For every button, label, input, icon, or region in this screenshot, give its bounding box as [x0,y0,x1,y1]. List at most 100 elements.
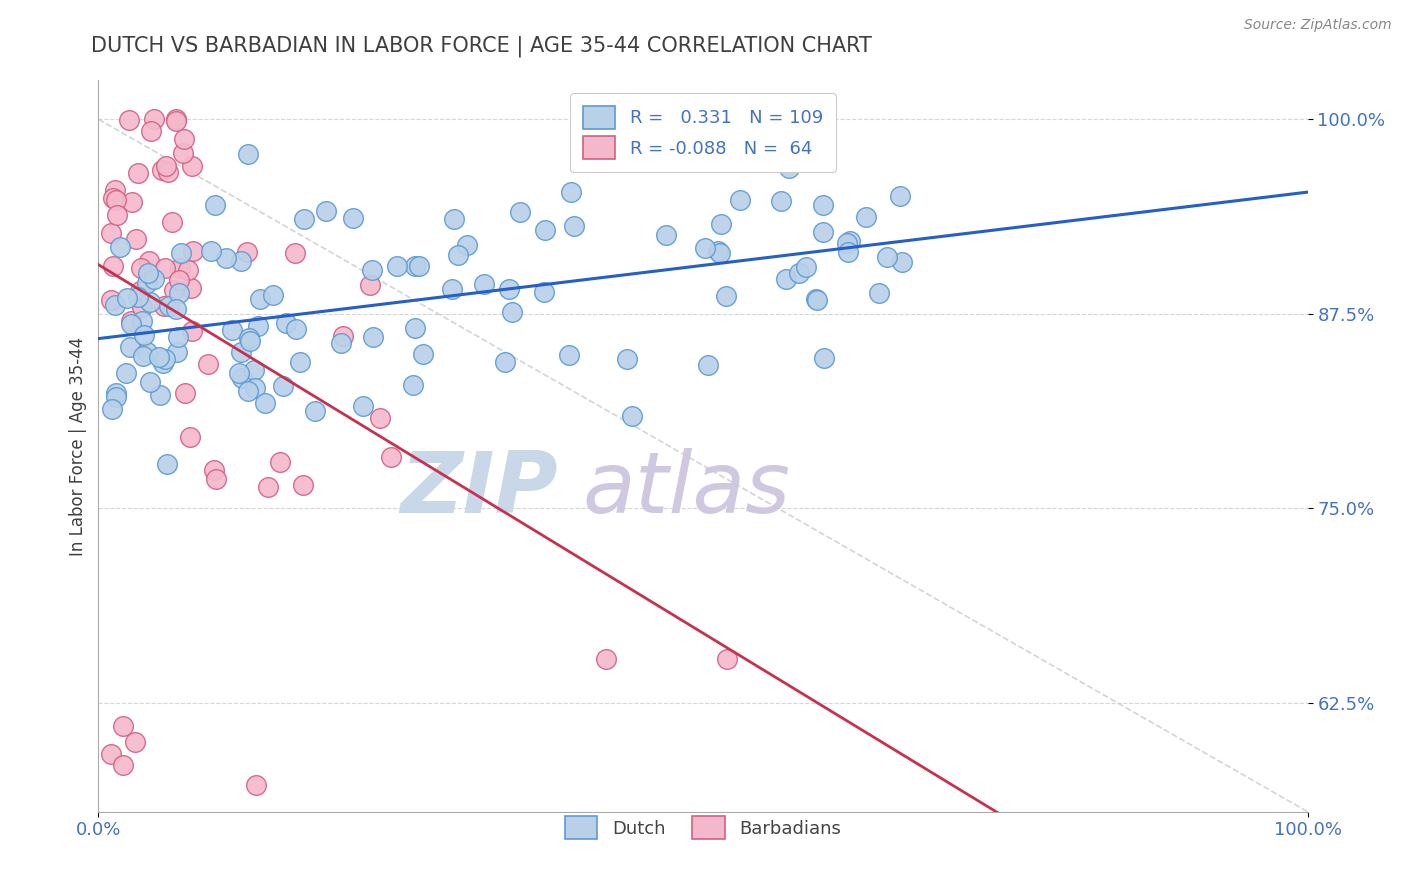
Point [368,411,391,425]
Point [595,652,617,666]
Point [231,344,253,359]
Point [835,235,858,250]
Point [115,291,138,305]
Point [654,227,676,242]
Point [238,331,260,345]
Point [402,378,425,392]
Point [558,348,581,362]
Point [245,778,267,792]
Point [215,251,238,265]
Point [134,328,156,343]
Text: atlas: atlas [582,449,790,532]
Point [787,266,810,280]
Point [167,330,190,344]
Point [498,283,520,297]
Point [363,330,385,344]
Point [501,304,523,318]
Point [205,472,228,486]
Point [131,314,153,328]
Point [166,345,188,359]
Point [257,479,280,493]
Point [509,205,531,219]
Point [165,114,187,128]
Point [149,388,172,402]
Point [811,225,834,239]
Point [169,273,191,287]
Point [180,324,202,338]
Point [111,758,134,772]
Point [404,320,426,334]
Point [868,286,890,301]
Legend: Dutch, Barbadians: Dutch, Barbadians [550,802,856,854]
Point [129,285,152,299]
Point [173,385,195,400]
Point [135,277,157,291]
Point [156,457,179,471]
Point [170,246,193,260]
Point [111,719,134,733]
Point [105,208,128,222]
Point [121,195,143,210]
Point [127,166,149,180]
Point [138,294,160,309]
Point [276,316,298,330]
Point [534,223,557,237]
Point [706,244,728,258]
Point [304,403,326,417]
Point [412,347,434,361]
Point [228,366,250,380]
Point [165,112,187,127]
Point [200,244,222,259]
Point [245,381,267,395]
Point [108,240,131,254]
Text: DUTCH VS BARBADIAN IN LABOR FORCE | AGE 35-44 CORRELATION CHART: DUTCH VS BARBADIAN IN LABOR FORCE | AGE … [91,36,872,57]
Point [236,245,259,260]
Point [329,336,352,351]
Point [100,747,122,761]
Y-axis label: In Labor Force | Age 35-44: In Labor Force | Age 35-44 [69,336,87,556]
Point [153,299,176,313]
Point [247,319,270,334]
Point [796,260,818,274]
Point [616,351,638,366]
Point [292,211,315,226]
Point [714,289,737,303]
Point [709,246,731,260]
Point [839,235,862,249]
Point [173,131,195,145]
Point [157,165,180,179]
Point [243,362,266,376]
Point [811,197,834,211]
Point [138,254,160,268]
Point [621,409,644,424]
Point [813,351,835,365]
Point [103,260,125,274]
Point [269,455,291,469]
Point [142,112,165,127]
Text: ZIP: ZIP [401,449,558,532]
Point [179,430,201,444]
Point [291,478,314,492]
Point [135,345,157,359]
Point [124,734,146,748]
Point [177,262,200,277]
Point [202,463,225,477]
Point [456,238,478,252]
Point [221,323,243,337]
Point [100,226,122,240]
Point [533,285,555,299]
Point [153,261,176,276]
Point [262,288,284,302]
Point [101,401,124,416]
Point [139,376,162,390]
Point [284,245,307,260]
Point [254,395,277,409]
Point [118,112,141,127]
Point [359,277,381,292]
Point [152,356,174,370]
Point [342,211,364,225]
Point [229,253,252,268]
Point [447,248,470,262]
Point [155,160,177,174]
Point [204,198,226,212]
